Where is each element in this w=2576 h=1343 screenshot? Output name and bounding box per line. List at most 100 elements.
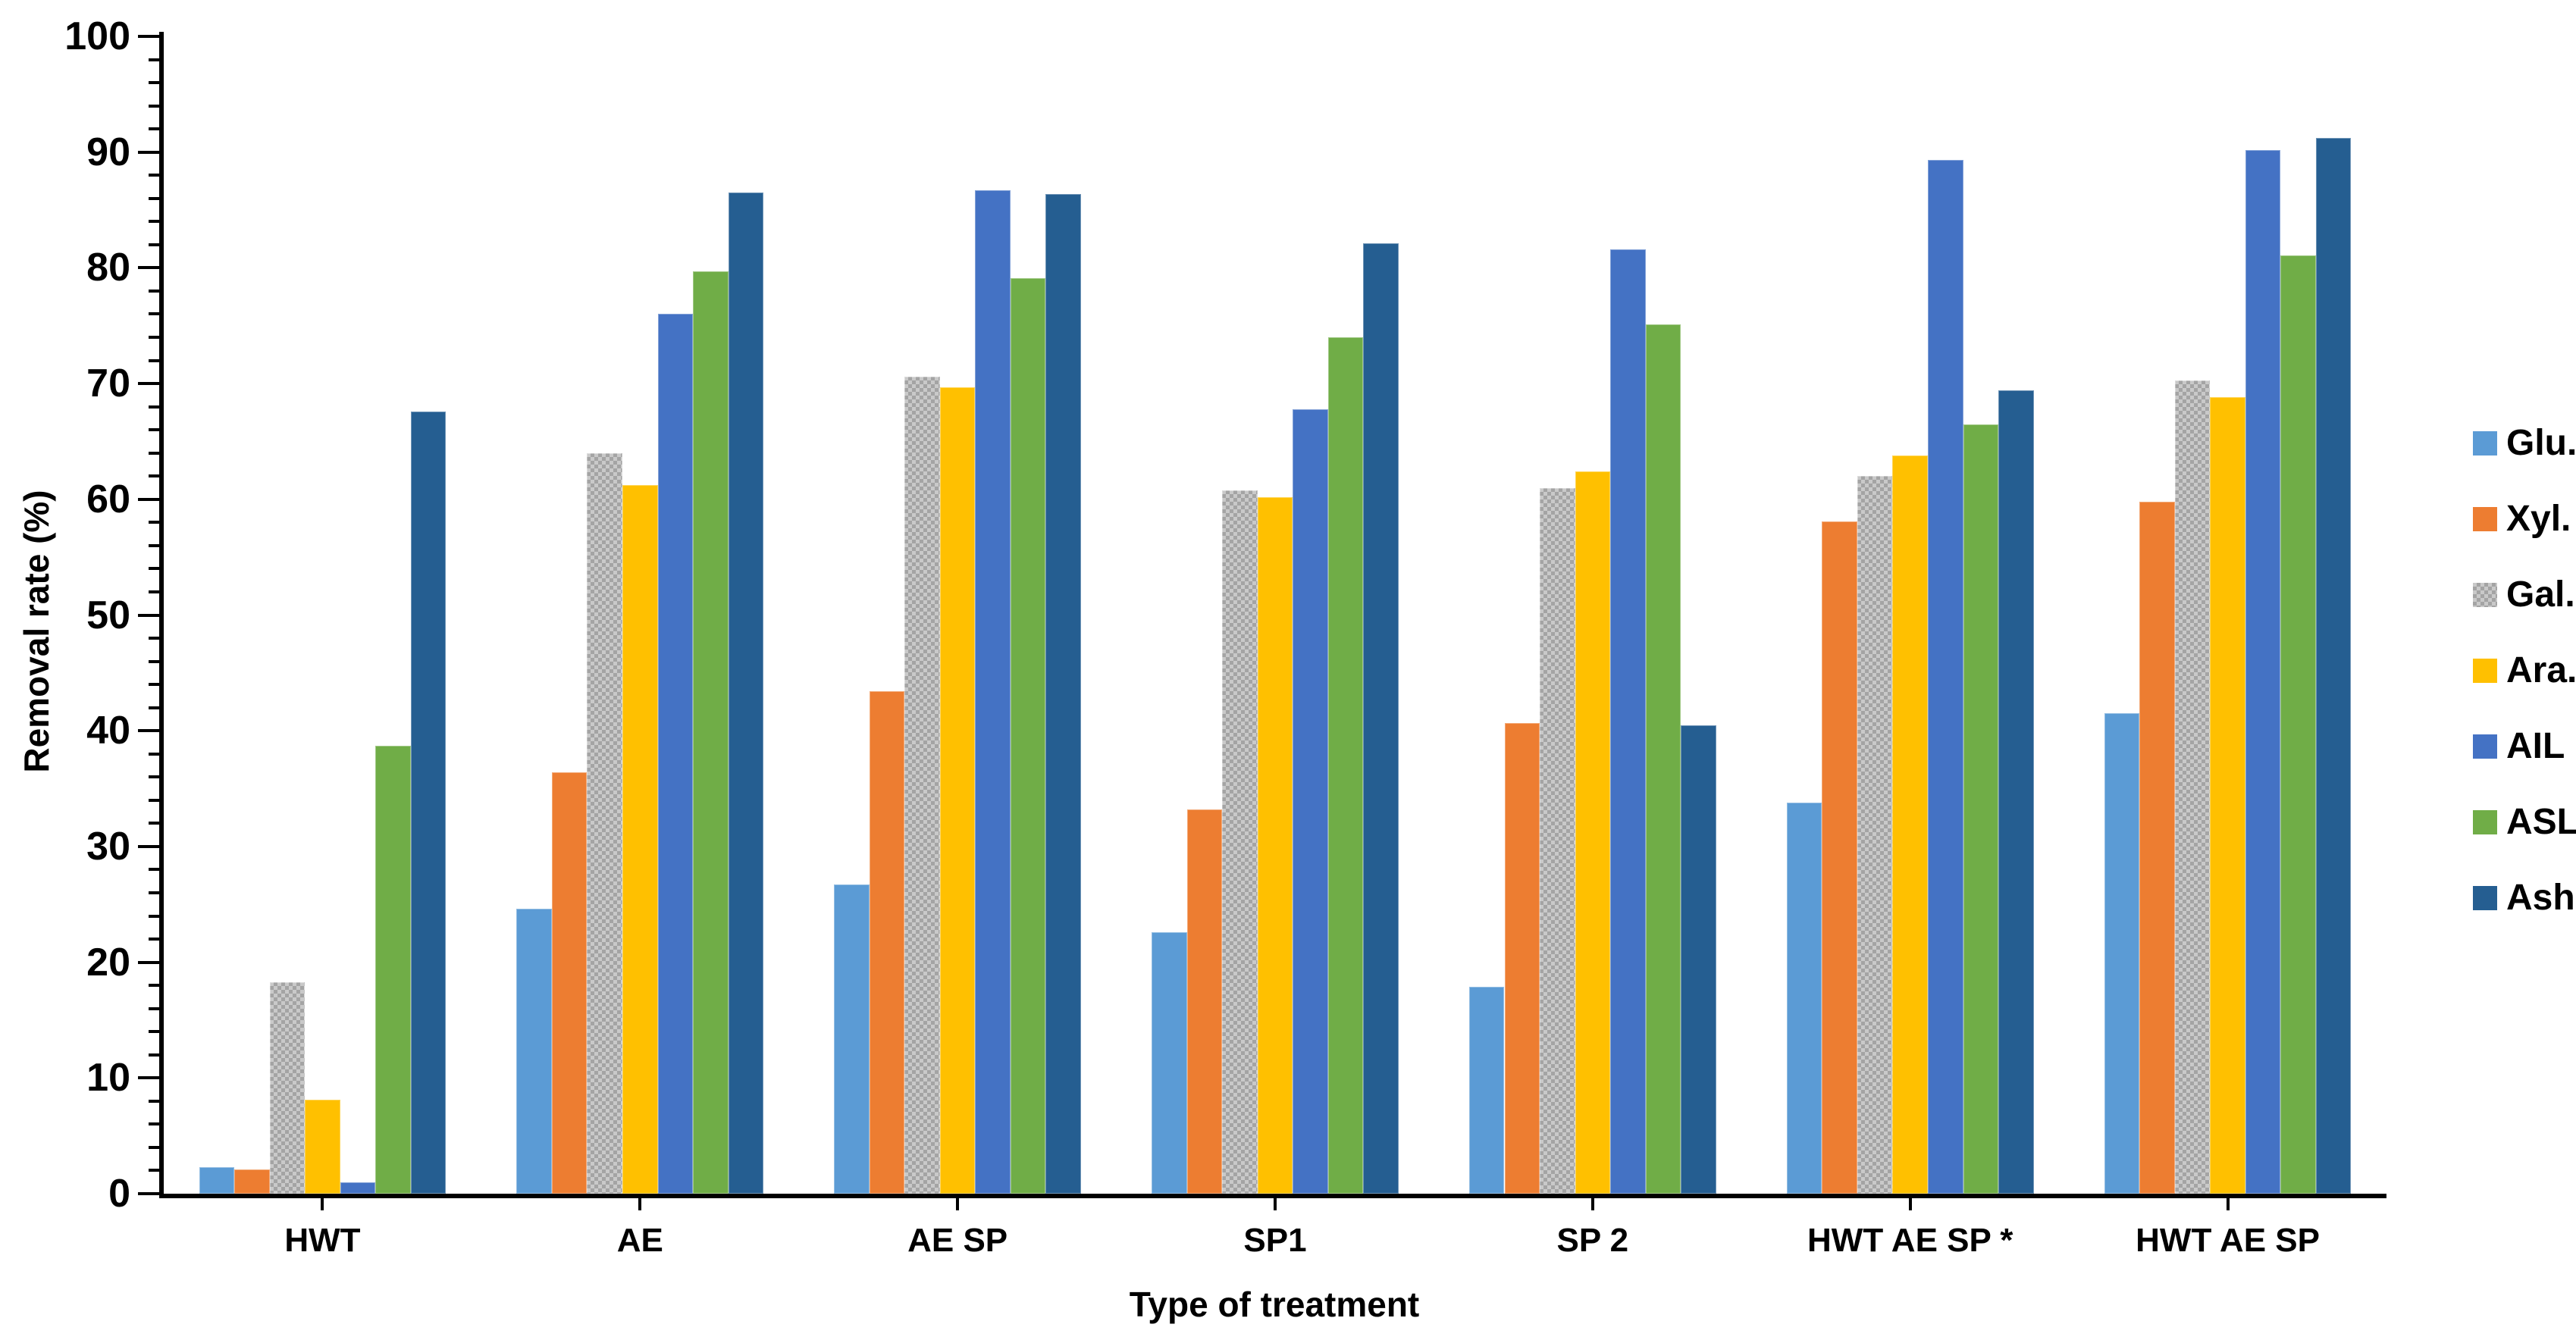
y-minor-tick	[149, 104, 159, 108]
bar-xyl-aesp	[869, 691, 905, 1194]
y-minor-tick	[149, 868, 159, 872]
x-category-tick	[1908, 1198, 1912, 1210]
bar-gal-hwtaesp	[2174, 380, 2211, 1194]
y-minor-tick	[149, 451, 159, 455]
y-minor-tick	[149, 984, 159, 988]
bar-asl-ae	[693, 271, 729, 1194]
y-major-tick	[138, 150, 159, 154]
legend-label: Xyl.	[2506, 499, 2571, 539]
bar-xyl-hwtaesp	[1822, 521, 1857, 1194]
y-major-tick	[138, 497, 159, 501]
x-category-tick	[2226, 1198, 2230, 1210]
x-category-label: SP 2	[1556, 1222, 1629, 1259]
legend-swatch-icon	[2473, 810, 2497, 834]
bar-gal-sp1	[1222, 490, 1258, 1194]
x-category-tick	[1590, 1198, 1594, 1210]
y-minor-tick	[149, 659, 159, 663]
y-minor-tick	[149, 474, 159, 478]
y-minor-tick	[149, 1145, 159, 1149]
y-minor-tick	[149, 1122, 159, 1126]
y-minor-tick	[149, 220, 159, 224]
bar-ash-sp2	[1681, 725, 1716, 1194]
bar-glu-hwtaesp	[2104, 713, 2140, 1194]
legend-item-glu: Glu.	[2473, 424, 2576, 462]
bar-ara-hwtaesp	[2210, 397, 2245, 1194]
legend-label: Glu.	[2506, 423, 2576, 463]
x-category-label: SP1	[1243, 1222, 1307, 1259]
bar-glu-sp1	[1152, 931, 1187, 1194]
y-tick-label: 10	[86, 1056, 130, 1100]
bar-asl-sp2	[1645, 324, 1681, 1194]
legend-label: Gal.	[2506, 574, 2575, 615]
legend-swatch-icon	[2473, 659, 2497, 683]
bar-ash-hwtaesp	[2315, 138, 2352, 1194]
legend-item-ail: AIL	[2473, 728, 2565, 765]
bar-glu-sp2	[1468, 986, 1505, 1194]
bar-ara-hwtaesp	[1892, 455, 1928, 1194]
bar-ail-ae	[657, 314, 694, 1194]
bar-ara-ae	[622, 485, 658, 1194]
bar-gal-aesp	[904, 376, 940, 1194]
bar-asl-hwtaesp	[1963, 424, 1999, 1194]
y-tick-label: 90	[86, 130, 130, 174]
y-minor-tick	[149, 891, 159, 894]
y-major-tick	[138, 1076, 159, 1080]
y-tick-label: 40	[86, 709, 130, 753]
bar-asl-hwt	[375, 746, 411, 1194]
y-minor-tick	[149, 1053, 159, 1057]
legend-item-gal: Gal.	[2473, 576, 2575, 614]
y-minor-tick	[149, 822, 159, 825]
y-minor-tick	[149, 798, 159, 802]
y-major-tick	[138, 844, 159, 848]
x-category-label: AE SP	[907, 1222, 1008, 1259]
x-category-tick	[638, 1198, 642, 1210]
bar-ash-aesp	[1045, 193, 1082, 1194]
bar-ash-ae	[728, 193, 764, 1194]
bar-gal-sp2	[1540, 487, 1575, 1194]
y-minor-tick	[149, 567, 159, 571]
y-tick-label: 20	[86, 940, 130, 985]
y-minor-tick	[149, 1006, 159, 1010]
y-major-tick	[138, 266, 159, 270]
y-minor-tick	[149, 81, 159, 85]
y-minor-tick	[149, 196, 159, 200]
bar-asl-sp1	[1327, 337, 1364, 1194]
bar-xyl-hwt	[234, 1169, 270, 1194]
bar-xyl-hwtaesp	[2139, 501, 2175, 1194]
legend-item-asl: ASL	[2473, 803, 2576, 841]
x-category-tick	[321, 1198, 324, 1210]
y-minor-tick	[149, 775, 159, 779]
y-minor-tick	[149, 243, 159, 246]
legend-item-xyl: Xyl.	[2473, 500, 2571, 538]
bar-ara-sp1	[1257, 496, 1293, 1194]
bar-ail-hwtaesp	[1927, 160, 1963, 1194]
y-axis-title: Removal rate (%)	[17, 490, 56, 773]
y-major-tick	[138, 35, 159, 38]
x-axis-title: Type of treatment	[1129, 1285, 1420, 1324]
y-minor-tick	[149, 428, 159, 432]
x-category-label: HWT AE SP *	[1807, 1222, 2013, 1259]
y-minor-tick	[149, 938, 159, 941]
y-minor-tick	[149, 289, 159, 293]
legend-swatch-icon	[2473, 734, 2497, 759]
y-tick-label: 100	[64, 14, 130, 58]
y-major-tick	[138, 729, 159, 733]
y-minor-tick	[149, 58, 159, 61]
legend-label: ASL	[2506, 802, 2576, 842]
bar-ara-hwt	[305, 1100, 340, 1194]
y-minor-tick	[149, 127, 159, 131]
bar-ail-hwtaesp	[2245, 149, 2281, 1194]
bar-xyl-ae	[551, 772, 588, 1194]
y-tick-label: 80	[86, 246, 130, 290]
y-tick-label: 50	[86, 593, 130, 637]
bar-glu-aesp	[834, 884, 870, 1194]
bar-gal-hwtaesp	[1857, 476, 1893, 1194]
bar-ail-hwt	[340, 1182, 376, 1194]
x-category-tick	[1274, 1198, 1277, 1210]
bar-ail-sp1	[1293, 409, 1328, 1194]
y-minor-tick	[149, 1169, 159, 1172]
bar-ail-aesp	[975, 190, 1011, 1194]
y-major-tick	[138, 960, 159, 964]
bar-gal-hwt	[269, 981, 306, 1194]
